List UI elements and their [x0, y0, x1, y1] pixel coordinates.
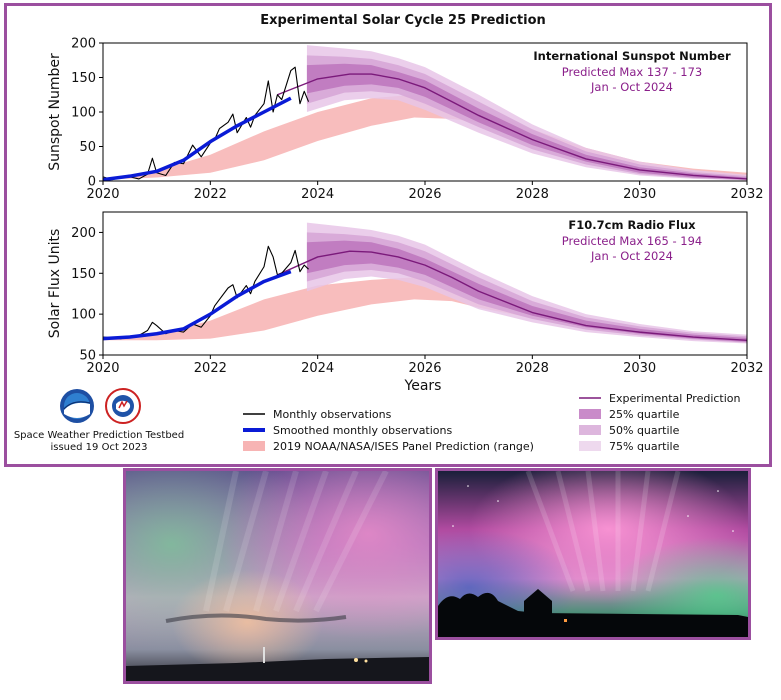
panel-2019-range-band [103, 94, 747, 180]
legend-entry: 2019 NOAA/NASA/ISES Panel Prediction (ra… [243, 440, 534, 453]
annotation-predicted-max: Predicted Max 137 - 173 [562, 65, 702, 79]
legend-left: Monthly observations Smoothed monthly obs… [243, 408, 534, 453]
nws-logo [105, 388, 141, 424]
plot-area [103, 222, 747, 344]
experimental-prediction-line [277, 73, 747, 180]
y-tick-label: 0 [88, 175, 96, 190]
x-tick-label: 2028 [516, 187, 549, 202]
y-axis-label: Sunspot Number [47, 53, 63, 171]
legend-label: 75% quartile [609, 440, 680, 453]
legend-right: Experimental Prediction 25% quartile 50% q… [579, 392, 741, 453]
legend-label: 50% quartile [609, 424, 680, 437]
legend-entry: Experimental Prediction [579, 392, 741, 405]
legend-label: Experimental Prediction [609, 392, 741, 405]
x-tick-label: 2026 [408, 187, 441, 202]
x-tick-label: 2030 [623, 187, 656, 202]
annotation-date-range: Jan - Oct 2024 [590, 249, 673, 263]
legend-swatch [579, 441, 601, 451]
legend-label: 2019 NOAA/NASA/ISES Panel Prediction (ra… [273, 440, 534, 453]
chart-title: Experimental Solar Cycle 25 Prediction [260, 13, 546, 28]
x-tick-label: 2024 [301, 361, 334, 376]
y-tick-label: 150 [71, 71, 96, 86]
quartile-25-band [306, 240, 747, 342]
x-tick-label: 2032 [730, 361, 763, 376]
aurora-photo-right [435, 468, 751, 640]
x-tick-label: 2022 [194, 187, 227, 202]
radio-flux-panel: 2020 2022 2024 2026 2028 2030 2032 50 100 150 200 S… [47, 211, 764, 376]
smoothed-observations-line [103, 96, 292, 181]
x-tick-label: 2026 [408, 361, 441, 376]
x-tick-label: 2032 [730, 187, 763, 202]
chart-figure: Experimental Solar Cycle 25 Prediction 2… [14, 13, 764, 453]
noaa-logo [60, 389, 94, 423]
y-tick-label: 200 [71, 37, 96, 52]
legend-entry: Smoothed monthly observations [243, 424, 453, 437]
experimental-prediction-line [277, 250, 747, 341]
annotation-date-range: Jan - Oct 2024 [590, 80, 673, 94]
org-name: Space Weather Prediction Testbed [14, 430, 184, 441]
x-tick-label: 2020 [86, 361, 119, 376]
x-tick-label: 2022 [194, 361, 227, 376]
legend-swatch [579, 409, 601, 419]
issue-date: issued 19 Oct 2023 [50, 442, 147, 453]
annotation-title: F10.7cm Radio Flux [568, 218, 696, 232]
legend-label: Smoothed monthly observations [273, 424, 453, 437]
legend-swatch [243, 441, 265, 451]
y-tick-label: 50 [79, 349, 96, 364]
x-tick-label: 2028 [516, 361, 549, 376]
y-tick-label: 150 [71, 267, 96, 282]
aurora-photo-left [123, 468, 432, 684]
legend-swatch [579, 425, 601, 435]
chart-frame: Experimental Solar Cycle 25 Prediction 2… [4, 3, 772, 467]
annotation-title: International Sunspot Number [533, 49, 731, 63]
annotation-predicted-max: Predicted Max 165 - 194 [562, 234, 702, 248]
legend-label: Monthly observations [273, 408, 392, 421]
y-tick-label: 50 [79, 140, 96, 155]
x-tick-label: 2030 [623, 361, 656, 376]
legend-entry: Monthly observations [243, 408, 392, 421]
plot-area [103, 45, 747, 181]
quartile-25-band [306, 63, 747, 180]
y-axis-label: Solar Flux Units [47, 229, 63, 338]
legend-label: 25% quartile [609, 408, 680, 421]
legend-entry: 75% quartile [579, 440, 680, 453]
y-tick-label: 100 [71, 106, 96, 121]
x-tick-label: 2024 [301, 187, 334, 202]
smoothed-observations-line [103, 270, 292, 341]
x-tick-label: 2020 [86, 187, 119, 202]
sunspot-panel: 2020 2022 2024 2026 2028 2030 2032 0 50 100 150 200… [47, 37, 764, 203]
legend-entry: 25% quartile [579, 408, 680, 421]
legend-entry: 50% quartile [579, 424, 680, 437]
y-tick-label: 200 [71, 226, 96, 241]
y-tick-label: 100 [71, 308, 96, 323]
x-axis-label: Years [404, 378, 442, 394]
